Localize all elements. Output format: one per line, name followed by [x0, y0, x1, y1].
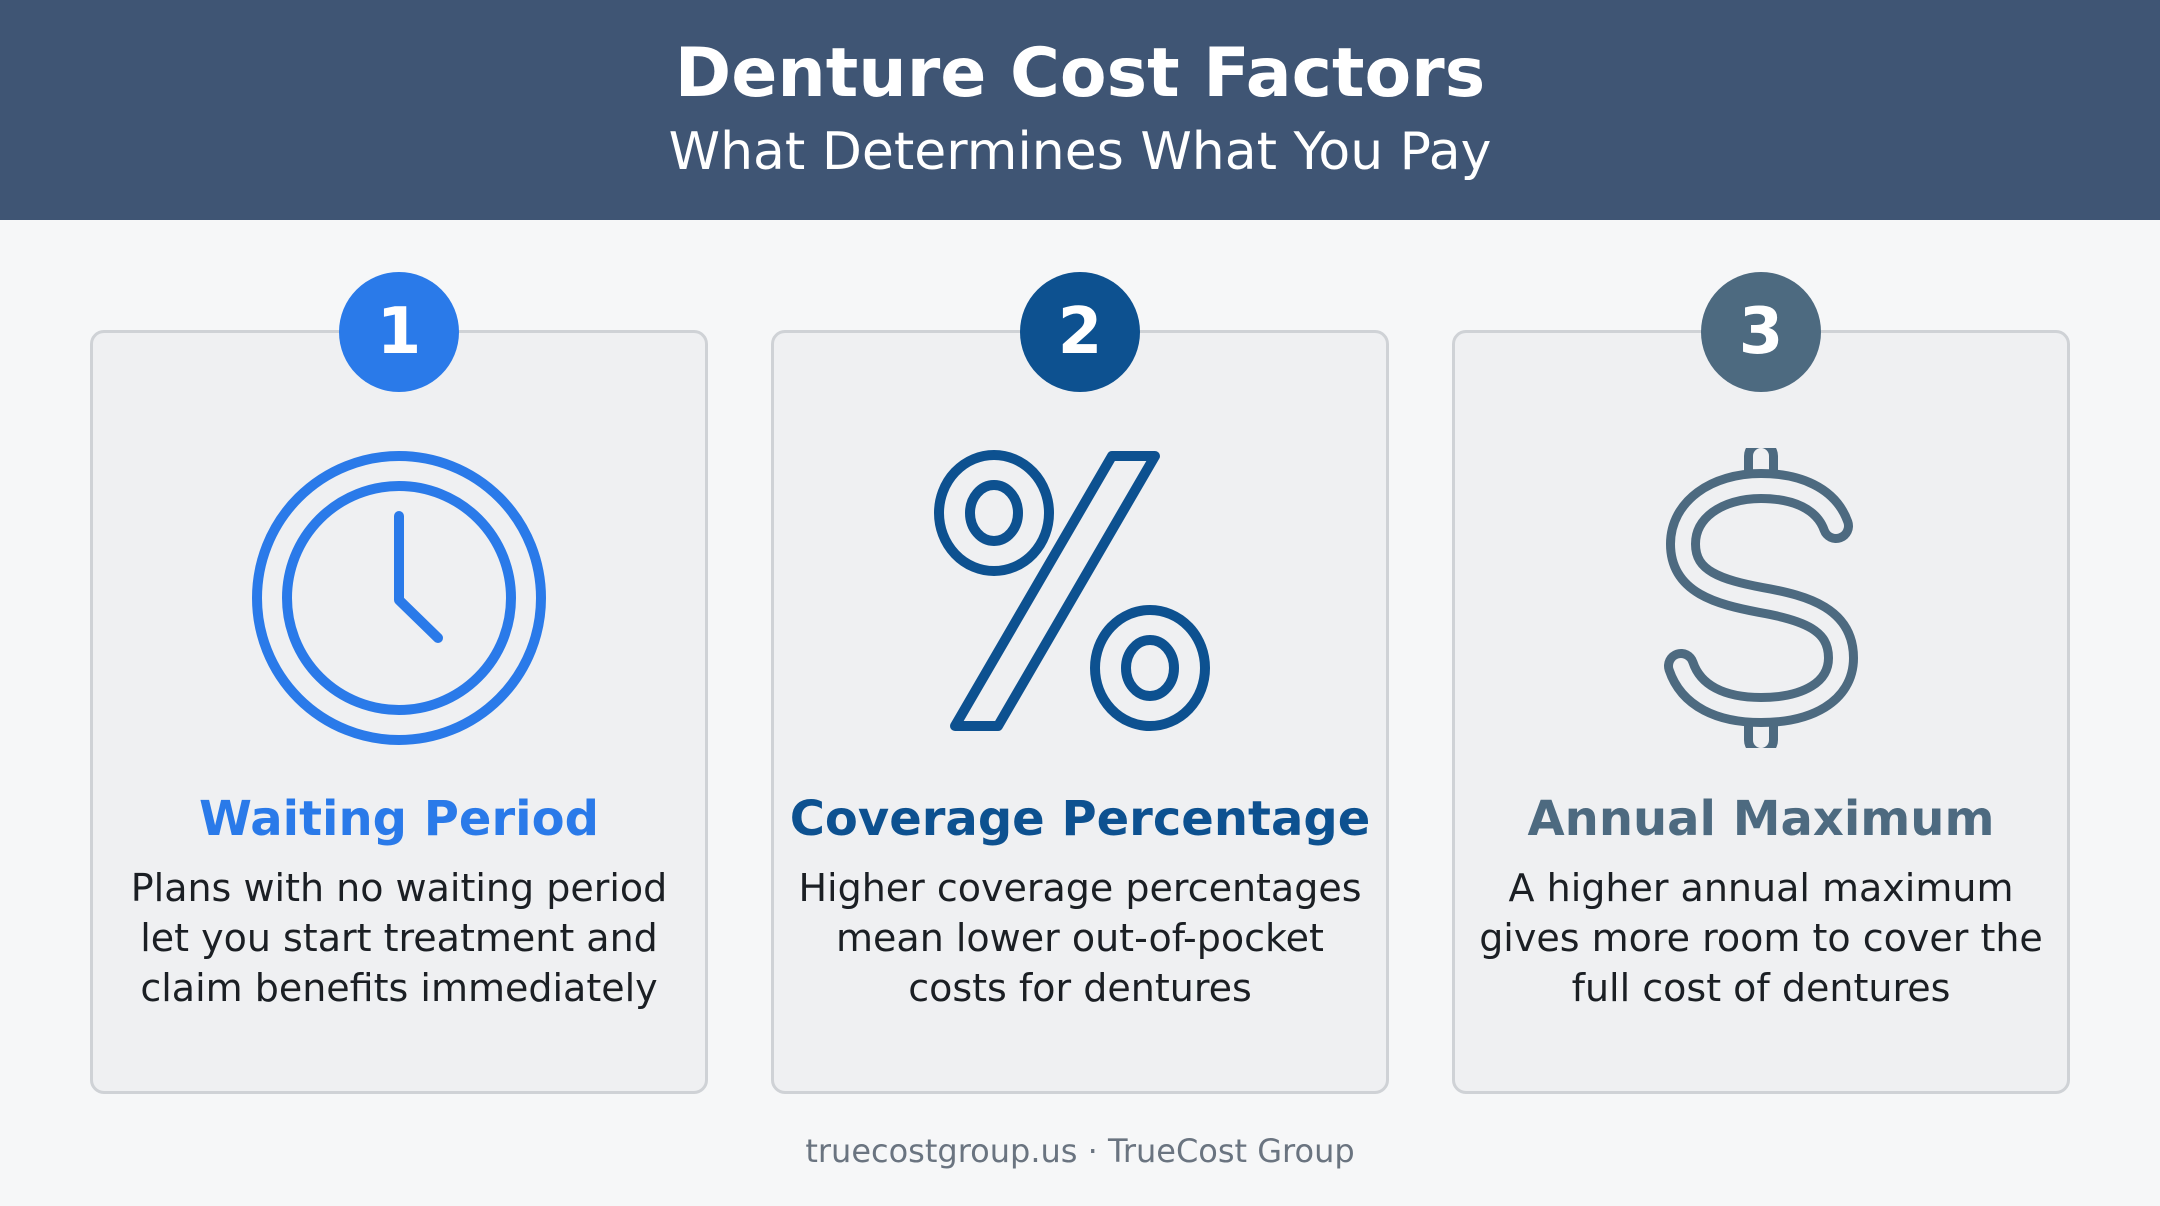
card-title: Coverage Percentage [789, 791, 1371, 847]
dollar-icon [1455, 443, 2067, 753]
card-title: Annual Maximum [1527, 791, 1995, 847]
factor-card-coverage-percentage: Coverage Percentage Higher coverage perc… [771, 330, 1389, 1094]
header-banner: Denture Cost Factors What Determines Wha… [0, 0, 2160, 220]
card-description: A higher annual maximum gives more room … [1479, 866, 2043, 1010]
factor-card-waiting-period: Waiting Period Plans with no waiting per… [90, 330, 708, 1094]
step-number-badge: 3 [1701, 272, 1821, 392]
step-number-badge: 2 [1020, 272, 1140, 392]
step-number-badge: 1 [339, 272, 459, 392]
page-subtitle: What Determines What You Pay [668, 122, 1492, 182]
clock-icon [93, 443, 705, 753]
factor-card-annual-maximum: Annual Maximum A higher annual maximum g… [1452, 330, 2070, 1094]
footer-credit: truecostgroup.us · TrueCost Group [805, 1132, 1355, 1170]
card-description: Higher coverage percentages mean lower o… [798, 866, 1362, 1010]
card-title: Waiting Period [199, 791, 599, 847]
percent-icon [774, 443, 1386, 753]
page-title: Denture Cost Factors [674, 34, 1486, 113]
card-description: Plans with no waiting period let you sta… [130, 866, 668, 1010]
